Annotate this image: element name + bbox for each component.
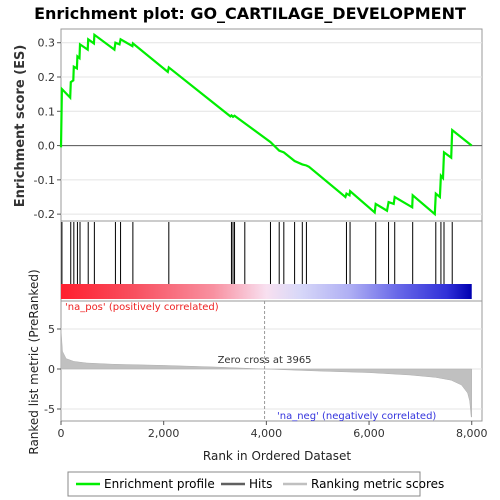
negative-label: 'na_neg' (negatively correlated): [277, 411, 436, 422]
metric-tick-label: 0: [48, 363, 55, 376]
enrichment-profile-line: [59, 32, 473, 217]
x-axis-label: Rank in Ordered Dataset: [203, 449, 351, 463]
x-tick-label: 2,000: [148, 427, 180, 440]
zero-cross-label: Zero cross at 3965: [218, 355, 312, 366]
es-y-axis: -0.2 -0.1 0.0 0.1 0.2 0.3: [34, 37, 61, 221]
chart-title: Enrichment plot: GO_CARTILAGE_DEVELOPMEN…: [34, 4, 466, 23]
es-y-axis-label: Enrichment score (ES): [13, 45, 28, 208]
es-tick-label: -0.1: [34, 174, 55, 187]
ranking-metric-area: [60, 328, 472, 418]
metric-panel: [60, 300, 483, 422]
hit-markers: [61, 222, 453, 284]
metric-tick-label: 5: [48, 323, 55, 336]
es-tick-label: -0.2: [34, 208, 55, 221]
x-tick-label: 8,000: [456, 427, 488, 440]
es-panel: [60, 28, 483, 222]
x-tick-label: 0: [58, 427, 65, 440]
metric-y-axis: -5 0 5: [44, 323, 61, 416]
legend-label-hits: Hits: [249, 477, 272, 491]
rank-colorbar: [61, 284, 472, 299]
x-tick-label: 6,000: [353, 427, 385, 440]
legend-label-metric: Ranking metric scores: [311, 477, 444, 491]
x-tick-label: 4,000: [251, 427, 283, 440]
x-axis: 0 2,000 4,000 6,000 8,000: [58, 421, 488, 440]
es-tick-label: 0.3: [38, 37, 56, 50]
es-tick-label: 0.1: [38, 105, 56, 118]
metric-y-axis-label: Ranked list metric (PreRanked): [27, 269, 41, 454]
legend-label-enrichment: Enrichment profile: [104, 477, 215, 491]
es-tick-label: 0.2: [38, 71, 56, 84]
metric-tick-label: -5: [44, 403, 55, 416]
es-tick-label: 0.0: [38, 140, 56, 153]
positive-label: 'na_pos' (positively correlated): [65, 302, 219, 313]
legend: Enrichment profile Hits Ranking metric s…: [67, 471, 444, 497]
